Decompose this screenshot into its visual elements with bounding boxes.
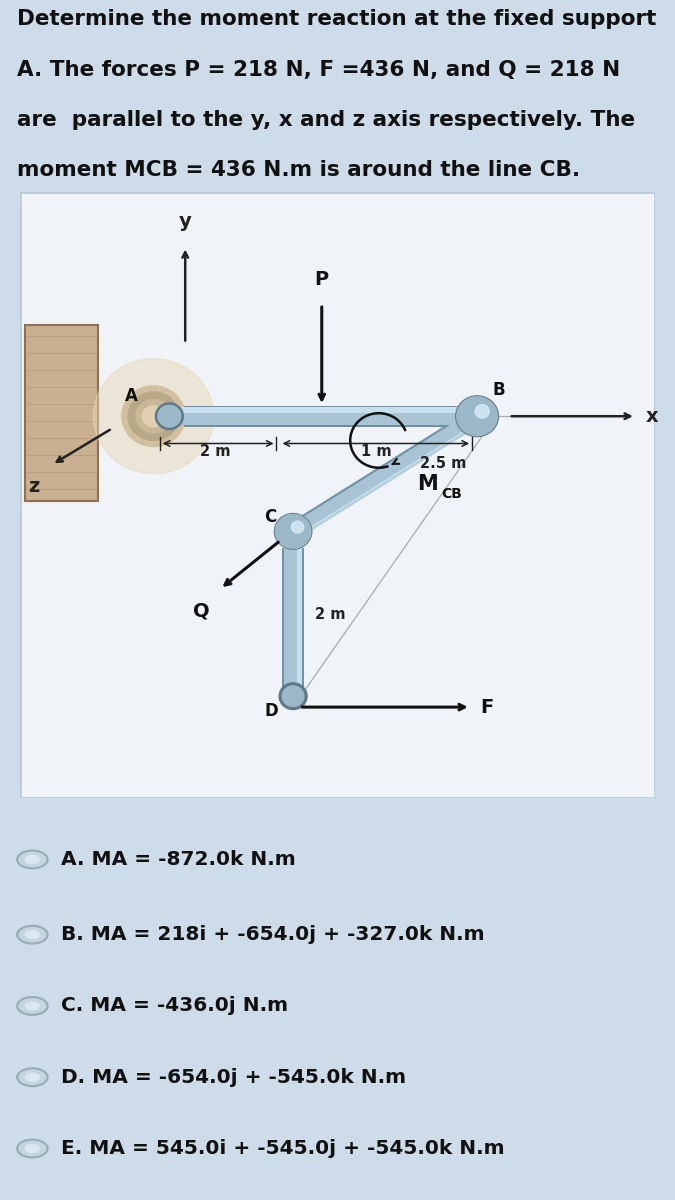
Text: Q: Q [193, 601, 209, 620]
Circle shape [24, 1073, 40, 1082]
Text: D: D [265, 702, 278, 720]
Text: 2 m: 2 m [315, 607, 346, 623]
Text: 2.5 m: 2.5 m [420, 456, 466, 470]
Text: moment MCB = 436 N.m is around the line CB.: moment MCB = 436 N.m is around the line … [17, 160, 580, 180]
Text: C. MA = -436.0j N.m: C. MA = -436.0j N.m [61, 996, 288, 1015]
Text: E. MA = 545.0i + -545.0j + -545.0k N.m: E. MA = 545.0i + -545.0j + -545.0k N.m [61, 1139, 504, 1158]
Text: B: B [493, 382, 506, 400]
Circle shape [18, 851, 47, 869]
Text: P: P [315, 270, 329, 289]
Ellipse shape [136, 400, 171, 433]
Circle shape [24, 930, 40, 940]
Circle shape [275, 514, 312, 550]
Text: z: z [28, 476, 40, 496]
Circle shape [24, 1001, 40, 1010]
Circle shape [24, 854, 40, 864]
Ellipse shape [93, 359, 214, 474]
FancyBboxPatch shape [26, 325, 99, 502]
Circle shape [155, 403, 184, 430]
Circle shape [158, 406, 181, 427]
Text: M: M [416, 474, 437, 493]
Text: F: F [481, 697, 493, 716]
Circle shape [18, 925, 47, 943]
Circle shape [18, 1068, 47, 1086]
Text: y: y [179, 212, 192, 232]
Text: CB: CB [441, 487, 462, 502]
FancyBboxPatch shape [20, 192, 655, 798]
Text: D. MA = -654.0j + -545.0k N.m: D. MA = -654.0j + -545.0k N.m [61, 1068, 406, 1087]
Ellipse shape [142, 406, 165, 427]
Text: C: C [265, 509, 277, 527]
Text: are  parallel to the y, x and z axis respectively. The: are parallel to the y, x and z axis resp… [17, 109, 635, 130]
FancyBboxPatch shape [171, 408, 459, 413]
Text: A: A [125, 388, 138, 406]
Text: A. MA = -872.0k N.m: A. MA = -872.0k N.m [61, 850, 296, 869]
Text: B. MA = 218i + -654.0j + -327.0k N.m: B. MA = 218i + -654.0j + -327.0k N.m [61, 925, 485, 944]
Text: x: x [645, 407, 658, 426]
Text: 2 m: 2 m [200, 444, 230, 458]
FancyBboxPatch shape [282, 548, 304, 690]
Circle shape [18, 997, 47, 1015]
Circle shape [457, 397, 497, 436]
Ellipse shape [122, 386, 185, 446]
Circle shape [18, 1140, 47, 1158]
FancyBboxPatch shape [297, 548, 302, 690]
Text: A. The forces P = 218 N, F =436 N, and Q = 218 N: A. The forces P = 218 N, F =436 N, and Q… [17, 60, 620, 79]
Circle shape [475, 404, 489, 418]
FancyBboxPatch shape [171, 408, 459, 425]
Text: Determine the moment reaction at the fixed support: Determine the moment reaction at the fix… [17, 10, 656, 29]
Text: 1 m: 1 m [362, 444, 392, 458]
Ellipse shape [128, 392, 179, 440]
Circle shape [24, 1144, 40, 1153]
FancyBboxPatch shape [171, 406, 459, 426]
Circle shape [279, 683, 307, 709]
Circle shape [292, 521, 304, 533]
Circle shape [282, 686, 304, 707]
Circle shape [456, 396, 498, 437]
FancyBboxPatch shape [284, 548, 302, 690]
Circle shape [275, 515, 311, 548]
